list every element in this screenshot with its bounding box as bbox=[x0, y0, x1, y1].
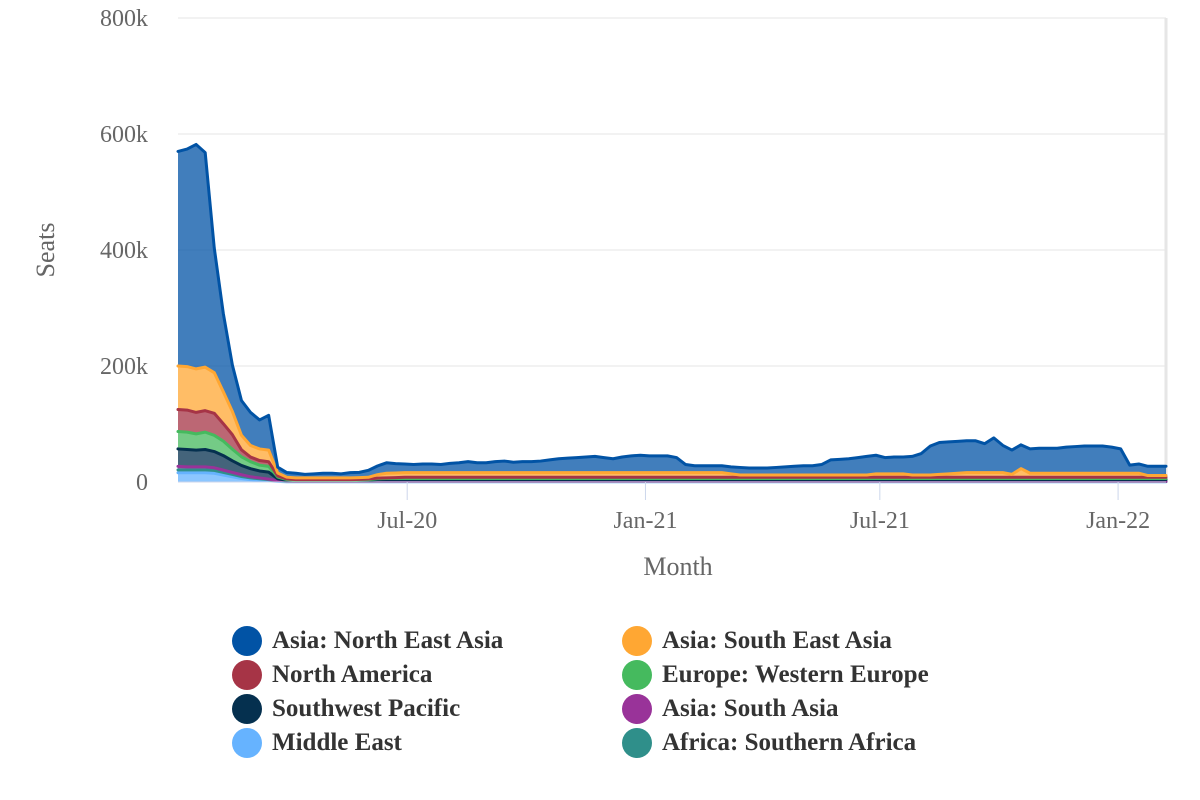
legend-label: Asia: South East Asia bbox=[662, 627, 892, 654]
legend-label: Southwest Pacific bbox=[272, 695, 461, 722]
area-asia-north-east-asia bbox=[178, 144, 1166, 478]
x-tick-label: Jul-20 bbox=[377, 508, 437, 534]
y-tick-label: 400k bbox=[100, 238, 148, 264]
x-tick-label: Jan-21 bbox=[613, 508, 677, 534]
y-tick-label: 200k bbox=[100, 354, 148, 380]
y-axis-title: Seats bbox=[31, 223, 60, 278]
y-tick-label: 800k bbox=[100, 6, 148, 32]
legend-swatch-north-east-asia bbox=[232, 626, 262, 656]
legend-swatch-middle-east bbox=[232, 728, 262, 758]
legend-item-western-europe[interactable]: Europe: Western Europe bbox=[622, 658, 1012, 692]
x-tick-label: Jul-21 bbox=[850, 508, 910, 534]
legend-swatch-south-asia bbox=[622, 694, 652, 724]
chart-legend: Asia: North East Asia Asia: South East A… bbox=[232, 624, 1012, 760]
legend-label: Middle East bbox=[272, 729, 402, 756]
legend-item-south-east-asia[interactable]: Asia: South East Asia bbox=[622, 624, 1012, 658]
legend-item-southern-africa[interactable]: Africa: Southern Africa bbox=[622, 726, 1012, 760]
series-areas bbox=[178, 144, 1166, 482]
line-north-america bbox=[176, 408, 1168, 482]
legend-item-middle-east[interactable]: Middle East bbox=[232, 726, 622, 760]
legend-label: North America bbox=[272, 661, 433, 688]
x-tick-label: Jan-22 bbox=[1086, 508, 1150, 534]
legend-item-north-east-asia[interactable]: Asia: North East Asia bbox=[232, 624, 622, 658]
legend-label: Africa: Southern Africa bbox=[662, 729, 917, 756]
legend-swatch-south-east-asia bbox=[622, 626, 652, 656]
line-asia-south-east-asia bbox=[176, 364, 1168, 480]
legend-swatch-north-america bbox=[232, 660, 262, 690]
legend-item-south-asia[interactable]: Asia: South Asia bbox=[622, 692, 1012, 726]
legend-label: Europe: Western Europe bbox=[662, 661, 929, 688]
stacked-area-chart: 0 200k 400k 600k 800k Jul-20 Jan-21 Jul-21 Jan-2… bbox=[31, 6, 1168, 581]
series-lines bbox=[176, 142, 1168, 484]
legend-swatch-southern-africa bbox=[622, 728, 652, 758]
legend-label: Asia: North East Asia bbox=[272, 627, 504, 654]
y-tick-label: 600k bbox=[100, 122, 148, 148]
legend-label: Asia: South Asia bbox=[662, 695, 839, 722]
axes: 0 200k 400k 600k 800k Jul-20 Jan-21 Jul-21 Jan-2… bbox=[100, 6, 1166, 534]
gridlines bbox=[178, 17, 1168, 483]
y-tick-label: 0 bbox=[136, 470, 148, 496]
legend-item-southwest-pacific[interactable]: Southwest Pacific bbox=[232, 692, 622, 726]
line-asia-north-east-asia bbox=[176, 142, 1168, 476]
legend-swatch-southwest-pacific bbox=[232, 694, 262, 724]
legend-item-north-america[interactable]: North America bbox=[232, 658, 622, 692]
x-axis-title: Month bbox=[643, 552, 712, 581]
legend-swatch-western-europe bbox=[622, 660, 652, 690]
